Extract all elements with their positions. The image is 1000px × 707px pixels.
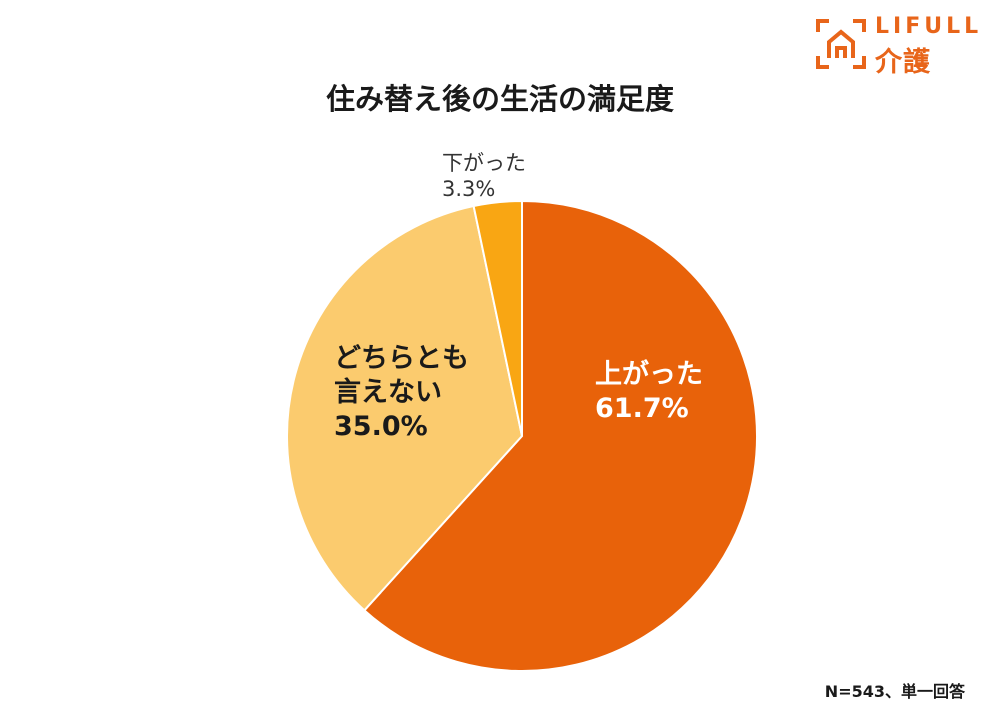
- slice-label-neutral-value: 35.0%: [334, 410, 428, 442]
- logo-text-jp: 介護: [875, 47, 931, 78]
- pie-slice-up: [362, 199, 758, 672]
- slice-label-up-value: 61.7%: [595, 392, 689, 424]
- slice-label-up-name: 上がった: [595, 359, 703, 390]
- chart-title: 住み替え後の生活の満足度: [325, 82, 674, 116]
- sample-size-note: N=543、単一回答: [824, 682, 965, 701]
- logo-text-en: LIFULL: [875, 14, 983, 39]
- pie-slice-down: [472, 199, 523, 437]
- slice-label-neutral: どちらとも 言えない 35.0%: [334, 342, 469, 443]
- slice-label-down-name: 下がった: [442, 151, 526, 175]
- slice-label-up: 上がった 61.7%: [595, 358, 703, 426]
- slice-label-down: 下がった 3.3%: [442, 150, 526, 203]
- pie-slice-neutral: [286, 204, 524, 612]
- slice-label-down-value: 3.3%: [442, 177, 496, 202]
- brand-logo: LIFULL 介護: [815, 14, 985, 78]
- slice-label-neutral-line2: 言えない: [334, 376, 442, 408]
- house-frame-icon: [816, 19, 866, 69]
- slice-label-neutral-line1: どちらとも: [334, 343, 469, 374]
